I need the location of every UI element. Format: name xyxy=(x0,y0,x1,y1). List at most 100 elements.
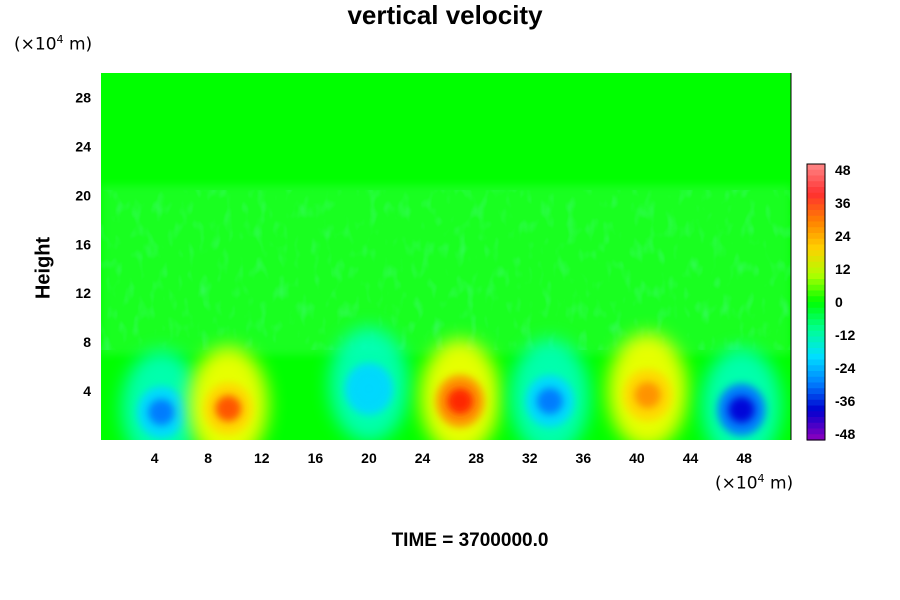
x-unit-base: 10 xyxy=(735,473,758,494)
colorbar-band xyxy=(807,434,825,441)
colorbar-band xyxy=(807,215,825,223)
time-label: TIME xyxy=(391,530,437,551)
colorbar-band xyxy=(807,238,825,246)
colorbar-tick-label: 48 xyxy=(835,162,851,178)
colorbar-band xyxy=(807,405,825,412)
colorbar-band xyxy=(807,284,825,292)
x-axis-unit-label: (×104 m) xyxy=(715,472,794,494)
colorbar-band xyxy=(807,204,825,211)
x-tick-label: 32 xyxy=(522,450,538,466)
y-unit-base: 10 xyxy=(34,34,57,55)
colorbar-band xyxy=(807,376,825,384)
colorbar-band xyxy=(807,227,825,234)
x-tick-label: 28 xyxy=(468,450,484,466)
colorbar-band xyxy=(807,399,825,407)
x-tick-label: 36 xyxy=(576,450,592,466)
feature-core-6 xyxy=(728,396,755,423)
x-tick-label: 44 xyxy=(683,450,699,466)
colorbar-band xyxy=(807,365,825,372)
x-tick-label: 40 xyxy=(629,450,645,466)
colorbar-band xyxy=(807,267,825,274)
y-unit-exponent: 4 xyxy=(56,33,64,46)
colorbar-band xyxy=(807,279,825,286)
colorbar-frame xyxy=(806,163,826,441)
colorbar-band xyxy=(807,325,825,332)
x-tick-label: 20 xyxy=(361,450,377,466)
y-axis-unit-label: (×104 m) xyxy=(14,33,93,55)
colorbar-band xyxy=(807,348,825,355)
colorbar: 48 36 24 12 0 -12 -24 -36 -48 xyxy=(806,162,855,442)
colorbar-tick-label: -48 xyxy=(835,426,855,442)
colorbar-band xyxy=(807,336,825,343)
colorbar-band xyxy=(807,192,825,200)
colorbar-band xyxy=(807,330,825,338)
y-tick-label: 16 xyxy=(75,236,91,252)
x-tick-label: 8 xyxy=(204,450,212,466)
colorbar-band xyxy=(807,187,825,194)
colorbar-band xyxy=(807,164,825,171)
time-footer: TIME = 3700000.0 xyxy=(391,530,549,551)
feature-core-5 xyxy=(634,382,661,409)
y-tick-label: 24 xyxy=(75,138,91,154)
colorbar-band xyxy=(807,250,825,257)
x-tick-label: 16 xyxy=(308,450,324,466)
y-tick-label: 8 xyxy=(83,334,91,350)
y-tick-label: 12 xyxy=(75,285,91,301)
colorbar-band xyxy=(807,382,825,389)
colorbar-band xyxy=(807,273,825,280)
colorbar-band xyxy=(807,394,825,401)
turbulence-texture xyxy=(101,190,791,350)
feature-core-1 xyxy=(215,395,242,422)
colorbar-tick-label: -12 xyxy=(835,327,855,343)
colorbar-band xyxy=(807,319,825,326)
x-axis-ticks: 4 8 12 16 20 24 28 32 36 40 44 48 xyxy=(151,450,752,466)
x-unit: m xyxy=(769,473,787,494)
colorbar-band xyxy=(807,388,825,395)
y-axis-ticks: 4 8 12 16 20 24 28 xyxy=(75,89,91,399)
feature-layer xyxy=(121,326,782,440)
colorbar-band xyxy=(807,221,825,228)
time-value: 3700000.0 xyxy=(458,530,549,551)
colorbar-band xyxy=(807,359,825,366)
colorbar-band xyxy=(807,313,825,320)
colorbar-band xyxy=(807,302,825,309)
colorbar-band xyxy=(807,290,825,297)
colorbar-band xyxy=(807,422,825,430)
colorbar-band xyxy=(807,198,825,205)
y-tick-label: 4 xyxy=(83,383,91,399)
x-tick-label: 4 xyxy=(151,450,159,466)
colorbar-tick-label: 24 xyxy=(835,228,851,244)
colorbar-band xyxy=(807,169,825,177)
x-unit-exponent: 4 xyxy=(757,472,765,485)
x-tick-label: 12 xyxy=(254,450,270,466)
y-unit: m xyxy=(68,34,86,55)
colorbar-band xyxy=(807,244,825,251)
colorbar-band xyxy=(807,428,825,435)
colorbar-band xyxy=(807,307,825,315)
colorbar-tick-label: -36 xyxy=(835,393,855,409)
colorbar-band xyxy=(807,371,825,378)
colorbar-band xyxy=(807,181,825,188)
colorbar-tick-label: -24 xyxy=(835,360,855,376)
colorbar-band xyxy=(807,261,825,269)
y-tick-label: 20 xyxy=(75,187,91,203)
feature-core-0 xyxy=(148,399,175,426)
colorbar-band xyxy=(807,233,825,240)
colorbar-band xyxy=(807,353,825,361)
colorbar-band xyxy=(807,296,825,303)
y-tick-label: 28 xyxy=(75,89,91,105)
colorbar-band xyxy=(807,411,825,418)
colorbar-tick-label: 0 xyxy=(835,294,843,310)
colorbar-band xyxy=(807,256,825,263)
colorbar-tick-label: 36 xyxy=(835,195,851,211)
chart-title: vertical velocity xyxy=(347,0,543,30)
colorbar-band xyxy=(807,342,825,349)
feature-core-4 xyxy=(536,388,563,415)
feature-core-2 xyxy=(355,375,382,402)
x-tick-label: 24 xyxy=(415,450,431,466)
x-tick-label: 48 xyxy=(736,450,752,466)
colorbar-band xyxy=(807,210,825,217)
colorbar-band xyxy=(807,175,825,182)
colorbar-tick-label: 12 xyxy=(835,261,851,277)
